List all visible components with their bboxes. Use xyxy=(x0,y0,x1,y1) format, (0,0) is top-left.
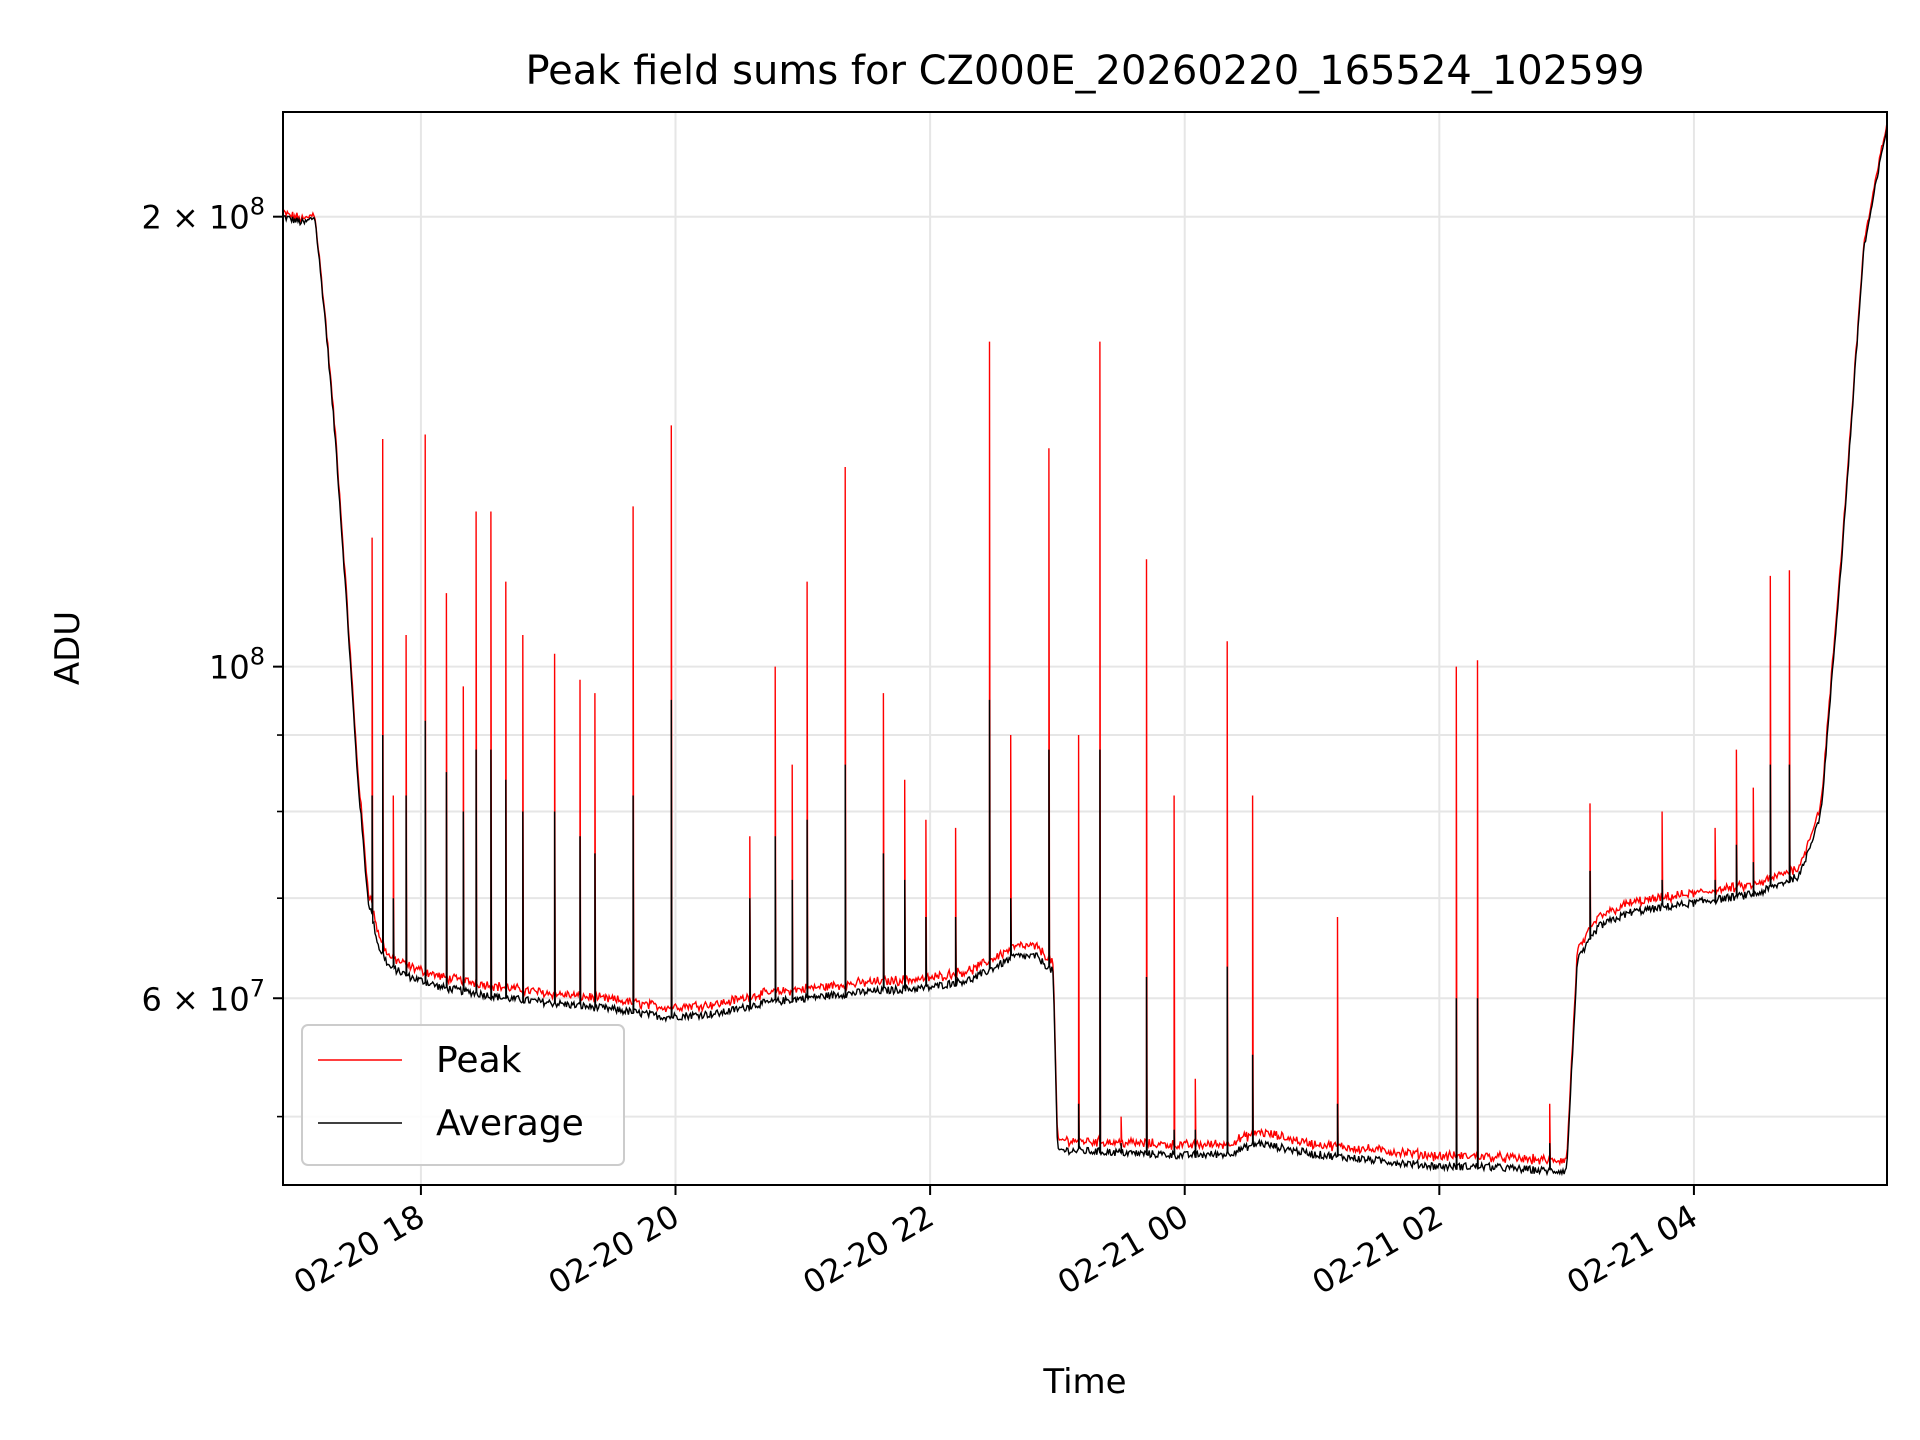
chart-title: Peak field sums for CZ000E_20260220_1655… xyxy=(525,48,1644,94)
y-tick-label-2: 2 × 108 xyxy=(141,193,265,237)
series-average-group xyxy=(282,126,1888,1177)
y-tick-label-0: 6 × 107 xyxy=(141,974,265,1018)
y-tick-label-1: 108 xyxy=(209,643,265,687)
grid-lines xyxy=(283,112,1887,1185)
series-average-line xyxy=(282,126,1888,1177)
legend-label-peak: Peak xyxy=(436,1040,522,1081)
legend-label-average: Average xyxy=(436,1103,584,1144)
y-axis-ticks: 6 × 107 108 2 × 108 xyxy=(141,193,283,1118)
x-axis-label: Time xyxy=(1042,1362,1126,1402)
series-peak-line xyxy=(282,122,1888,1167)
series-peak-group xyxy=(282,122,1888,1167)
legend: Peak Average xyxy=(301,1024,625,1166)
plot-frame xyxy=(282,111,1888,1186)
y-axis-label: ADU xyxy=(48,611,88,685)
